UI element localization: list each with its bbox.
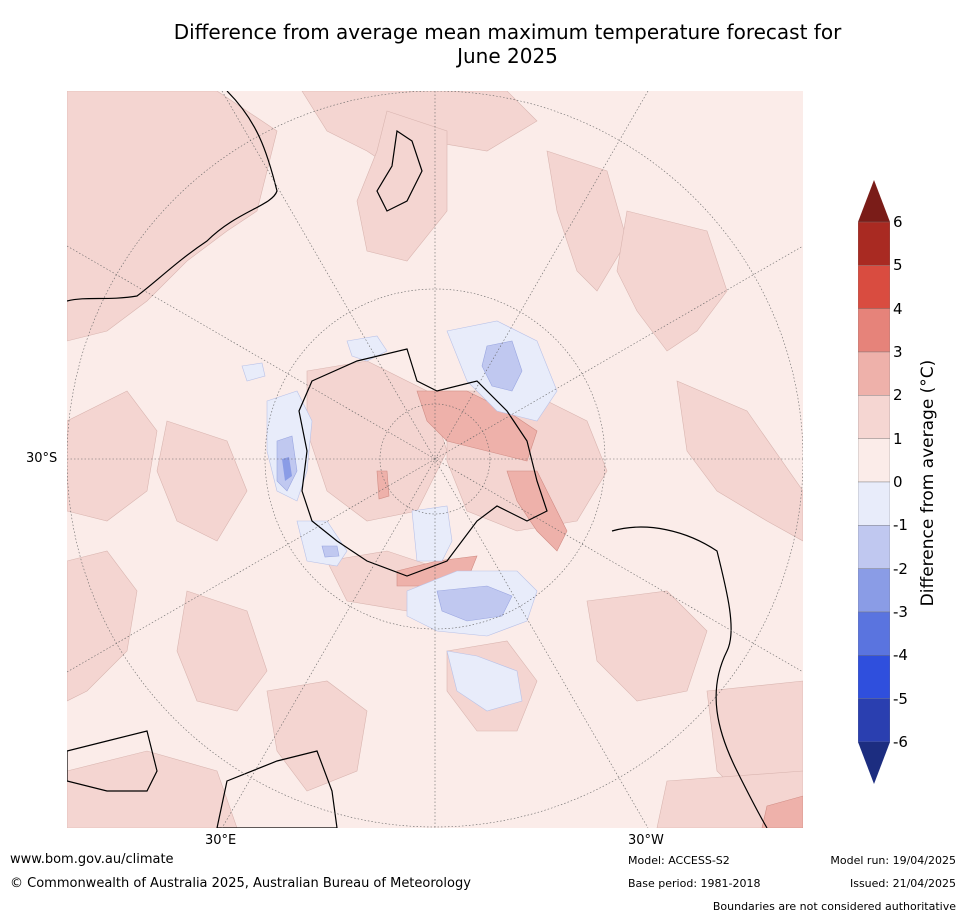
lon-label-30w: 30°W: [628, 833, 664, 848]
colorbar-extend-top: [858, 180, 890, 222]
africa-tip-coast: [67, 730, 158, 792]
graticule: [67, 91, 803, 828]
footer-issued: Issued: 21/04/2025: [849, 877, 956, 890]
lat-circle-mid: [264, 288, 606, 630]
colorbar-segment: [858, 395, 890, 439]
colorbar-tick-label: 5: [893, 256, 903, 275]
anomaly-1-2-regions: [67, 91, 803, 828]
colorbar-segment: [858, 351, 890, 396]
colorbar-segment: [858, 265, 890, 309]
southern-africa-coast: [216, 750, 338, 828]
anomaly-2-3-regions: [376, 390, 803, 828]
footer-disclaimer: Boundaries are not considered authoritat…: [712, 900, 956, 913]
lon-label-30e: 30°E: [205, 833, 237, 848]
title-line-1: Difference from average mean maximum tem…: [173, 20, 842, 44]
anomaly-neg2-neg1-regions: [276, 340, 523, 622]
map-panel: [67, 91, 803, 828]
colorbar-segment: [858, 221, 890, 266]
colorbar-segment: [858, 438, 890, 483]
colorbar-tick-label: 4: [893, 299, 903, 318]
australia-coast: [67, 91, 278, 302]
colorbar-segment: [858, 611, 890, 656]
south-america-coast: [611, 526, 768, 828]
colorbar-tick-label: 6: [893, 213, 903, 231]
colorbar-tick-label: -1: [893, 516, 908, 535]
colorbar-tick-label: 1: [893, 429, 903, 448]
colorbar-tick-label: 3: [893, 343, 903, 361]
colorbar-segments: [858, 180, 890, 784]
colorbar-extend-bottom: [858, 742, 890, 784]
colorbar-segment: [858, 481, 890, 526]
coastlines: [67, 91, 768, 828]
colorbar-segment: [858, 568, 890, 613]
lat-label-30s: 30°S: [26, 451, 58, 466]
antarctica-coast: [298, 348, 548, 577]
footer-model-run: Model run: 19/04/2025: [830, 854, 956, 867]
footer-copyright: © Commonwealth of Australia 2025, Austra…: [10, 876, 471, 891]
colorbar-segment: [858, 655, 890, 699]
new-zealand-coast: [376, 129, 423, 212]
colorbar-segment: [858, 698, 890, 743]
colorbar-title: Difference from average (°C): [918, 359, 938, 607]
colorbar-tick-label: -5: [893, 689, 908, 708]
colorbar-tick-label: -3: [893, 603, 908, 621]
anomaly-neg3-neg2-regions: [282, 457, 292, 481]
colorbar-tick-label: -6: [893, 733, 908, 751]
title-line-2: June 2025: [457, 44, 558, 68]
colorbar-segment: [858, 525, 890, 569]
colorbar-segment: [858, 308, 890, 353]
footer-website[interactable]: www.bom.gov.au/climate: [10, 852, 174, 867]
footer-model: Model: ACCESS-S2: [628, 854, 730, 867]
map-title: Difference from average mean maximum tem…: [0, 20, 965, 68]
colorbar-tick-label: -4: [893, 646, 908, 665]
polar-map: [67, 91, 803, 828]
colorbar: [858, 180, 890, 784]
colorbar-tick-label: 0: [893, 473, 903, 491]
footer-base-period: Base period: 1981-2018: [628, 877, 761, 890]
colorbar-tick-label: 2: [893, 386, 903, 405]
colorbar-tick-label: -2: [893, 559, 908, 578]
